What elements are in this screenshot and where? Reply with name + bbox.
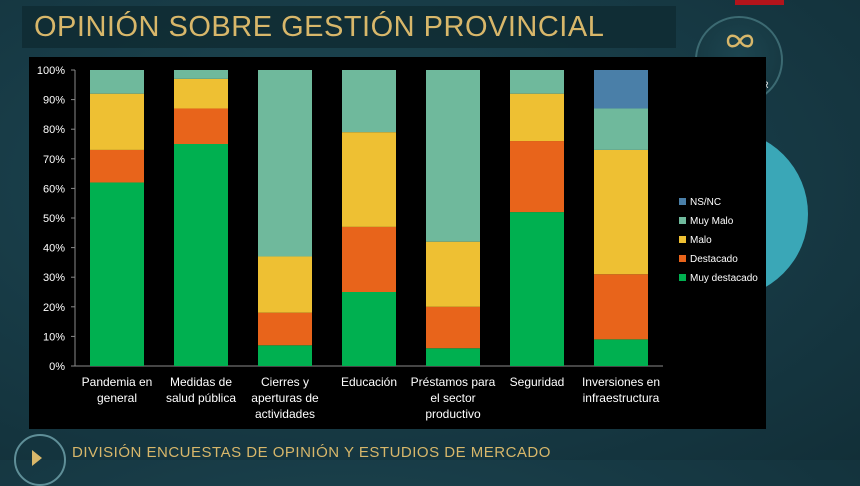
legend-label: Muy Malo — [690, 216, 734, 227]
x-tick-label: Pandemia en — [82, 375, 153, 389]
footer-text: DIVISIÓN ENCUESTAS DE OPINIÓN Y ESTUDIOS… — [72, 444, 551, 461]
bar-segment — [426, 241, 480, 307]
x-tick-label: aperturas de — [251, 391, 319, 405]
y-tick-label: 50% — [43, 213, 65, 225]
x-tick-label: el sector — [430, 391, 475, 405]
bar-segment — [426, 348, 480, 366]
bar-segment — [90, 182, 144, 366]
x-tick-label: Medidas de — [170, 375, 232, 389]
legend-label: Destacado — [690, 254, 738, 265]
y-tick-label: 60% — [43, 183, 65, 195]
page-title: OPINIÓN SOBRE GESTIÓN PROVINCIAL — [34, 11, 605, 43]
x-tick-label: productivo — [425, 407, 481, 421]
y-tick-label: 90% — [43, 95, 65, 107]
bar-segment — [342, 70, 396, 133]
y-tick-label: 20% — [43, 302, 65, 314]
bar-segment — [258, 345, 312, 366]
bar-segment — [510, 93, 564, 142]
legend-swatch — [679, 274, 686, 281]
legend-swatch — [679, 198, 686, 205]
bar-segment — [426, 70, 480, 242]
bar-segment — [594, 149, 648, 275]
bar-segment — [510, 70, 564, 94]
bar-segment — [90, 149, 144, 183]
footer-emblem — [14, 434, 66, 486]
x-tick-label: salud pública — [166, 391, 236, 405]
x-tick-label: actividades — [255, 407, 315, 421]
x-tick-label: general — [97, 391, 137, 405]
bar-segment — [510, 212, 564, 366]
title-bar: OPINIÓN SOBRE GESTIÓN PROVINCIAL — [22, 6, 676, 48]
x-tick-label: Préstamos para — [411, 375, 496, 389]
y-tick-label: 80% — [43, 124, 65, 136]
bar-segment — [90, 70, 144, 94]
footer-arrow-icon — [32, 450, 42, 466]
bar-segment — [342, 292, 396, 366]
bar-segment — [174, 108, 228, 144]
bar-segment — [594, 108, 648, 150]
bar-segment — [258, 312, 312, 346]
bar-segment — [510, 141, 564, 213]
bar-segment — [258, 256, 312, 313]
x-tick-label: infraestructura — [583, 391, 660, 405]
y-tick-label: 10% — [43, 331, 65, 343]
x-tick-label: Cierres y — [261, 375, 309, 389]
y-tick-label: 30% — [43, 272, 65, 284]
y-tick-label: 40% — [43, 243, 65, 255]
bar-segment — [174, 70, 228, 79]
red-accent-bar — [735, 0, 784, 5]
infinity-icon — [726, 34, 754, 48]
legend-label: Muy destacado — [690, 273, 758, 284]
bar-segment — [594, 274, 648, 340]
bar-segment — [342, 132, 396, 227]
x-tick-label: Educación — [341, 375, 397, 389]
legend-swatch — [679, 217, 686, 224]
bar-segment — [90, 93, 144, 150]
legend-swatch — [679, 236, 686, 243]
bar-segment — [342, 226, 396, 292]
y-tick-label: 70% — [43, 154, 65, 166]
bar-segment — [426, 306, 480, 349]
legend-label: NS/NC — [690, 197, 721, 208]
x-tick-label: Inversiones en — [582, 375, 660, 389]
bar-segment — [594, 339, 648, 366]
legend-label: Malo — [690, 235, 712, 246]
chart-panel: 0% 10% 20% 30% 40% 50% 60% 70% 80% 90% 100% Pandemi… — [29, 57, 766, 429]
bar-segment — [594, 70, 648, 109]
stacked-bar-chart: 0% 10% 20% 30% 40% 50% 60% 70% 80% 90% 100% Pandemi… — [37, 65, 758, 421]
bar-segment — [258, 70, 312, 257]
y-tick-label: 100% — [37, 65, 65, 77]
x-tick-label: Seguridad — [510, 375, 565, 389]
legend-swatch — [679, 255, 686, 262]
bar-segment — [174, 78, 228, 109]
bar-segment — [174, 144, 228, 366]
y-tick-label: 0% — [49, 361, 65, 373]
